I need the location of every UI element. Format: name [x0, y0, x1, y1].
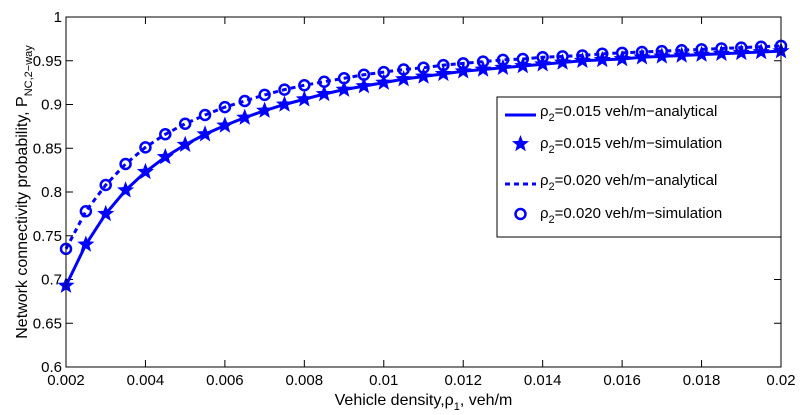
tick-labels: 0.002 0.004 0.006 0.008 0.01 0.012 0.014 0.016 0…	[33, 9, 796, 389]
y-tick-label: 0.75	[33, 228, 62, 245]
data-point-circle	[377, 65, 391, 79]
data-point-circle	[218, 100, 232, 114]
data-point-star	[216, 116, 234, 133]
data-point-circle	[119, 157, 132, 171]
data-point-circle	[337, 72, 351, 85]
data-point-circle	[655, 44, 669, 58]
data-point-star	[256, 101, 274, 118]
data-point-star	[136, 162, 154, 180]
data-point-circle	[178, 117, 192, 130]
data-point-star	[196, 125, 214, 142]
data-point-circle	[476, 55, 490, 68]
legend-box	[496, 96, 782, 238]
series-3	[64, 44, 782, 250]
data-point-star	[97, 204, 115, 222]
y-tick-label: 0.7	[41, 272, 62, 289]
x-tick-label: 0.018	[683, 372, 721, 389]
data-point-circle	[357, 68, 371, 81]
data-point-star	[395, 70, 413, 87]
data-point-star	[375, 73, 393, 90]
data-point-circle	[298, 79, 311, 92]
data-point-circle	[735, 41, 748, 54]
x-tick-label: 0.008	[286, 372, 324, 389]
data-point-circle	[198, 108, 212, 122]
data-point-circle	[615, 46, 629, 60]
data-point-circle	[596, 47, 609, 60]
data-point-circle	[635, 45, 649, 59]
y-tick-label: 1	[54, 9, 62, 26]
x-tick-label: 0.012	[444, 372, 482, 389]
y-tick-label: 0.6	[41, 359, 62, 376]
x-tick-label: 0.014	[524, 372, 562, 389]
data-point-star	[117, 181, 135, 198]
legend-label-3: ρ2=0.020 veh/m−analytical	[540, 172, 717, 193]
data-point-circle	[754, 40, 768, 53]
data-point-circle	[695, 43, 708, 56]
legend-swatch-circle-marker	[514, 207, 527, 221]
data-point-star	[335, 80, 353, 97]
x-tick-label: 0.006	[206, 372, 244, 389]
data-point-star	[176, 135, 194, 153]
data-point-star	[454, 62, 472, 79]
legend-entry-2: ρ2=0.015 veh/m−simulation	[511, 135, 722, 156]
legend: ρ2=0.015 veh/m−analytical ρ2=0.015 veh/m…	[496, 96, 782, 238]
x-axis-label: Vehicle density,ρ1, veh/m	[335, 392, 513, 413]
data-point-circle	[99, 178, 112, 192]
y-tick-label: 0.65	[33, 315, 62, 332]
data-point-star	[295, 90, 313, 107]
series-4	[59, 39, 788, 256]
data-point-star	[275, 95, 294, 112]
y-tick-label: 0.9	[41, 97, 62, 114]
data-point-circle	[437, 58, 450, 72]
data-point-star	[494, 58, 512, 76]
data-point-circle	[496, 53, 510, 67]
data-point-circle	[238, 94, 251, 108]
data-point-circle	[536, 51, 549, 64]
legend-label-1: ρ2=0.015 veh/m−analytical	[540, 103, 717, 124]
y-tick-label: 0.85	[33, 140, 62, 157]
data-point-circle	[556, 50, 569, 63]
data-point-circle	[397, 63, 410, 76]
y-tick-label: 0.8	[41, 184, 62, 201]
data-point-star	[236, 108, 254, 125]
data-point-circle	[715, 42, 728, 55]
data-point-star	[414, 67, 433, 84]
x-tick-label: 0.004	[127, 372, 165, 389]
data-point-circle	[139, 141, 152, 154]
data-point-circle	[258, 88, 271, 102]
legend-entry-3: ρ2=0.020 veh/m−analytical	[505, 172, 717, 193]
legend-entry-4: ρ2=0.020 veh/m−simulation	[514, 205, 722, 226]
data-point-circle	[675, 44, 688, 57]
data-point-star	[156, 148, 174, 165]
data-point-circle	[317, 75, 331, 88]
data-point-star	[77, 235, 95, 252]
data-point-star	[434, 64, 452, 82]
series-line	[64, 44, 782, 250]
data-point-circle	[417, 61, 430, 74]
data-point-circle	[159, 128, 172, 141]
data-point-star	[474, 60, 492, 77]
legend-label-2: ρ2=0.015 veh/m−simulation	[540, 135, 722, 156]
x-tick-label: 0.002	[47, 372, 85, 389]
data-point-star	[355, 77, 373, 94]
x-tick-label: 0.01	[369, 372, 398, 389]
data-point-circle	[278, 83, 291, 96]
data-point-circle	[79, 205, 93, 218]
x-tick-label: 0.016	[603, 372, 641, 389]
data-point-circle	[516, 52, 530, 66]
y-axis-label: Network connectivity probability, PNC,2−…	[14, 45, 35, 339]
data-point-circle	[576, 49, 589, 62]
legend-entry-1: ρ2=0.015 veh/m−analytical	[505, 103, 717, 124]
legend-label-4: ρ2=0.020 veh/m−simulation	[540, 205, 722, 226]
legend-swatch-star-marker	[511, 135, 530, 152]
data-point-circle	[456, 57, 470, 70]
x-tick-label: 0.02	[766, 372, 795, 389]
y-tick-label: 0.95	[33, 53, 62, 70]
data-point-star	[315, 85, 333, 102]
